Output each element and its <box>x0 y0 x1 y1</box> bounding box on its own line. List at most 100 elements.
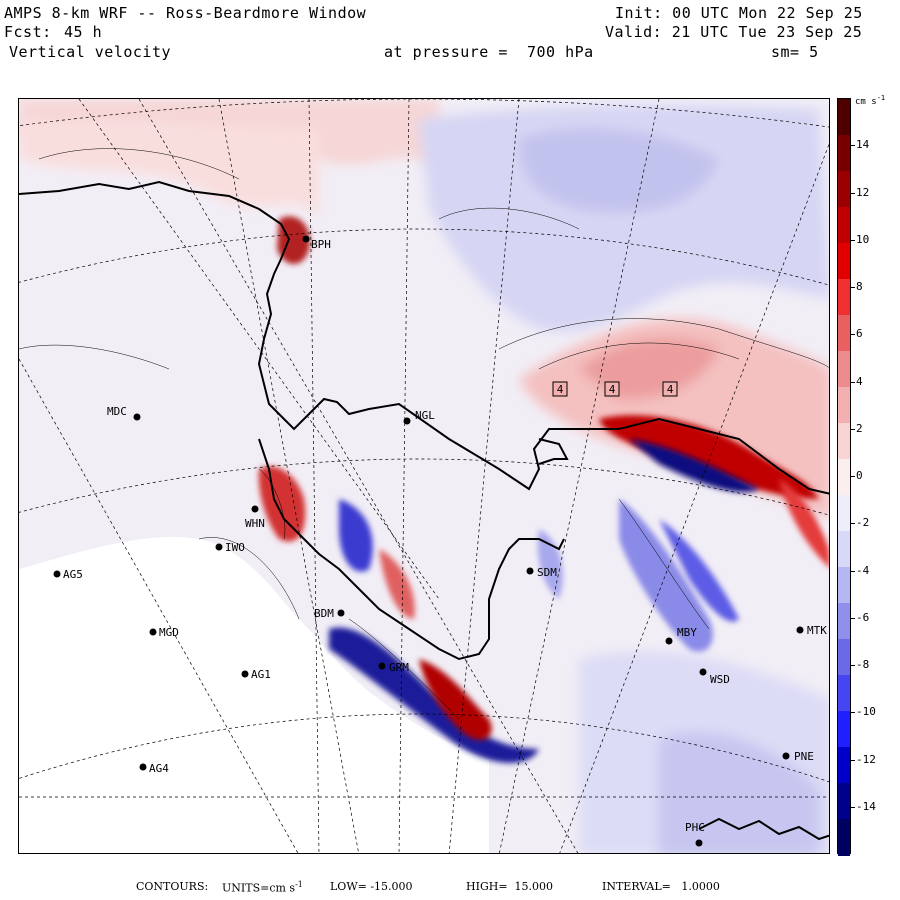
station-label: WHN <box>245 517 265 530</box>
color-scale-tick-label: -4 <box>856 563 870 577</box>
color-scale-tick-label: -14 <box>856 799 876 813</box>
station-label: PNE <box>794 750 814 763</box>
station-ag5[interactable]: AG5 <box>53 568 83 581</box>
station-label: IWO <box>225 541 245 554</box>
graticule <box>19 99 829 853</box>
color-scale-segment <box>838 675 850 712</box>
color-scale-tick-mark <box>851 192 855 194</box>
station-ag4[interactable]: AG4 <box>139 762 170 775</box>
color-scale-tick-label: 6 <box>856 327 863 341</box>
color-scale-tick-mark <box>851 428 855 430</box>
station-label: GRM <box>389 661 409 674</box>
pressure-level: at pressure = 700 hPa <box>384 43 594 61</box>
color-scale-segment <box>838 819 850 856</box>
station-sdm[interactable]: SDM <box>526 566 558 579</box>
contour-label: 4 <box>667 383 674 396</box>
color-scale-tick-mark <box>851 145 855 147</box>
color-scale-tick-mark <box>851 381 855 383</box>
color-scale-tick-mark <box>851 712 855 714</box>
color-scale-segment <box>838 99 850 136</box>
station-mby[interactable]: MBY <box>665 626 698 645</box>
color-scale-tick-mark <box>851 287 855 288</box>
color-scale-segment <box>838 459 850 496</box>
station-whn[interactable]: WHN <box>245 505 265 531</box>
station-mtk[interactable]: MTK <box>796 624 828 637</box>
color-scale-segment <box>838 243 850 280</box>
color-scale-tick-label: 10 <box>856 232 870 246</box>
color-scale-segment <box>838 567 850 604</box>
station-mdc[interactable]: MDC <box>107 405 141 421</box>
color-scale-tick-label: -8 <box>856 658 870 671</box>
station-label: NGL <box>415 409 435 422</box>
init-time: Init: 00 UTC Mon 22 Sep 25 <box>615 4 863 22</box>
color-scale-tick-mark <box>851 476 855 477</box>
station-label: BDM <box>314 607 334 620</box>
color-scale-tick-label: 14 <box>856 138 870 152</box>
contour-lines <box>19 148 829 720</box>
station-bph[interactable]: BPH <box>302 235 331 252</box>
forecast-hour: 45 h <box>64 23 103 41</box>
color-scale-tick-label: 2 <box>856 421 863 435</box>
forecast-label: Fcst: <box>4 23 52 41</box>
color-scale-segment <box>838 207 850 244</box>
station-ag1[interactable]: AG1 <box>241 668 271 681</box>
station-bdm[interactable]: BDM <box>314 607 345 620</box>
station-label: AG4 <box>149 762 169 775</box>
station-mgd[interactable]: MGD <box>149 626 179 639</box>
color-scale-segment <box>838 351 850 388</box>
color-scale-tick-label: -10 <box>856 705 876 719</box>
station-label: MTK <box>807 624 827 637</box>
station-phc[interactable]: PHC <box>685 821 705 847</box>
map-title: AMPS 8-km WRF -- Ross-Beardmore Window <box>4 4 367 22</box>
color-scale-segment <box>838 423 850 460</box>
footer-high: HIGH= 15.000 <box>466 880 554 893</box>
color-scale-tick-mark <box>851 759 855 761</box>
color-scale-segment <box>838 135 850 172</box>
color-scale-segment <box>838 747 850 784</box>
station-ngl[interactable]: NGL <box>403 409 436 425</box>
station-iwo[interactable]: IWO <box>215 541 245 554</box>
station-label: SDM <box>537 566 557 579</box>
color-scale-segment <box>838 495 850 532</box>
contour-label: 4 <box>609 383 616 396</box>
color-scale-tick-mark <box>851 523 855 525</box>
color-scale-tick-label: 0 <box>856 469 863 482</box>
map-panel[interactable]: 4 4 4 BPH NGL MDC WHN IWO AG5 MGD AG1 AG… <box>18 98 830 854</box>
contour-value-labels: 4 4 4 <box>552 381 678 397</box>
color-scale-segment <box>838 783 850 820</box>
footer-low: LOW= -15.000 <box>330 880 413 893</box>
station-grm[interactable]: GRM <box>378 661 410 674</box>
map-canvas: 4 4 4 BPH NGL MDC WHN IWO AG5 MGD AG1 AG… <box>19 99 829 853</box>
color-scale-segment <box>838 279 850 316</box>
color-scale-segment <box>838 171 850 208</box>
color-scale-segment <box>838 387 850 424</box>
color-scale-tick-mark <box>851 806 855 808</box>
contour-label: 4 <box>557 383 564 396</box>
color-scale-bar <box>837 98 851 856</box>
station-label: PHC <box>685 821 705 834</box>
color-scale-segment <box>838 315 850 352</box>
color-scale-tick-mark <box>851 617 855 619</box>
station-pne[interactable]: PNE <box>782 750 814 763</box>
station-label: AG1 <box>251 668 271 681</box>
footer-contours: CONTOURS: <box>136 880 209 893</box>
stations: BPH NGL MDC WHN IWO AG5 MGD AG1 AG4 SDM … <box>53 235 828 847</box>
color-scale-units: cm s-1 <box>855 94 886 107</box>
color-scale-tick-label: -12 <box>856 752 876 766</box>
color-scale-tick-mark <box>851 239 855 241</box>
field-name: Vertical velocity <box>9 43 172 61</box>
footer-units: UNITS=cm s-1 <box>222 880 303 895</box>
coastline <box>19 180 829 841</box>
color-scale-tick-mark <box>851 334 855 336</box>
vertical-velocity-field <box>19 99 829 853</box>
color-scale-tick-mark <box>851 570 855 572</box>
footer-interval: INTERVAL= 1.0000 <box>602 880 720 893</box>
station-label: MBY <box>677 626 697 639</box>
color-scale-tick-label: 4 <box>856 374 863 388</box>
color-scale-tick-label: 8 <box>856 280 863 293</box>
color-scale-segment <box>838 603 850 640</box>
color-scale-tick-label: -2 <box>856 516 870 530</box>
smoothing-value: sm= 5 <box>771 43 819 61</box>
station-label: MGD <box>159 626 179 639</box>
station-wsd[interactable]: WSD <box>699 668 730 687</box>
